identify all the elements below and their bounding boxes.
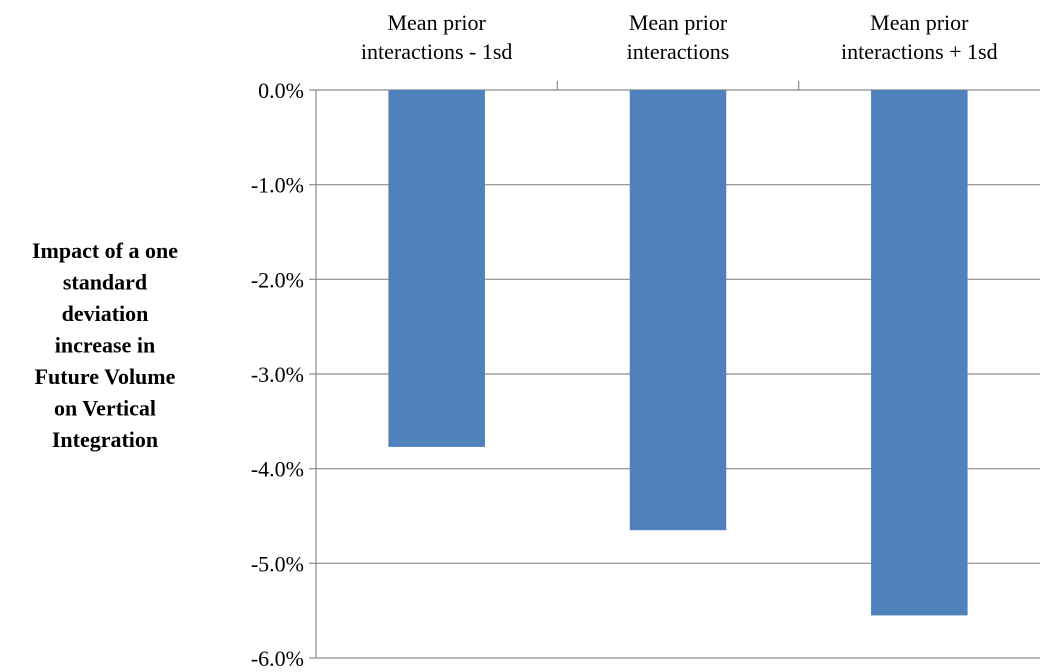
bar	[871, 90, 968, 616]
y-tick-labels: 0.0% -1.0% -2.0% -3.0% -4.0% -5.0% -6.0%	[251, 78, 304, 671]
y-tick-label: -6.0%	[251, 646, 304, 671]
bars	[388, 90, 968, 616]
category-label: Mean prior interactions	[627, 10, 730, 64]
y-tick-label: -3.0%	[251, 362, 304, 387]
y-tick-label: -1.0%	[251, 173, 304, 198]
y-tick-label: -4.0%	[251, 457, 304, 482]
y-tick-label: 0.0%	[258, 78, 304, 103]
bar	[388, 90, 485, 447]
category-labels: Mean prior interactions - 1sd Mean prior in…	[361, 10, 998, 64]
y-tick-label: -5.0%	[251, 551, 304, 576]
bar	[629, 90, 727, 531]
axes	[309, 81, 800, 659]
y-axis-title: Impact of a one standard deviation increase…	[32, 238, 178, 452]
category-label: Mean prior interactions - 1sd	[361, 10, 513, 64]
category-label: Mean prior interactions + 1sd	[841, 10, 998, 64]
y-tick-label: -2.0%	[251, 267, 304, 292]
